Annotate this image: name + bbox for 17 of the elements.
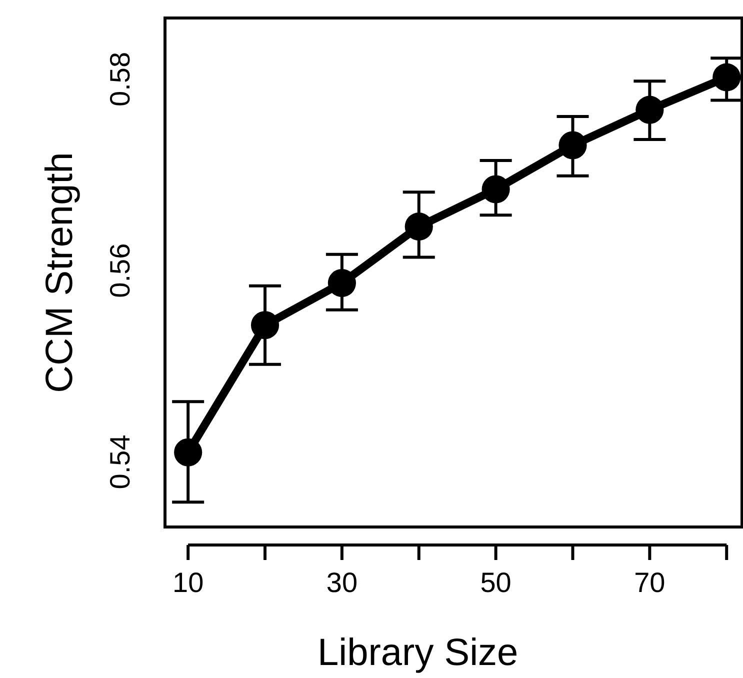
point [174,438,202,466]
y-axis-title: CCM Strength [39,152,81,393]
point [404,212,433,241]
x-axis-title: Library Size [318,632,518,674]
x-tick-label: 50 [480,566,512,598]
point [558,131,587,160]
point [328,269,356,298]
y-tick-label: 0.58 [104,52,136,106]
x-tick-label: 30 [326,566,358,598]
point [482,175,510,204]
x-tick-label: 70 [634,566,666,598]
point [250,311,280,340]
x-tick-label: 10 [172,566,204,598]
y-tick-label: 0.56 [104,243,136,298]
point [712,63,741,92]
y-tick-label: 0.54 [104,434,136,490]
point [636,96,664,124]
